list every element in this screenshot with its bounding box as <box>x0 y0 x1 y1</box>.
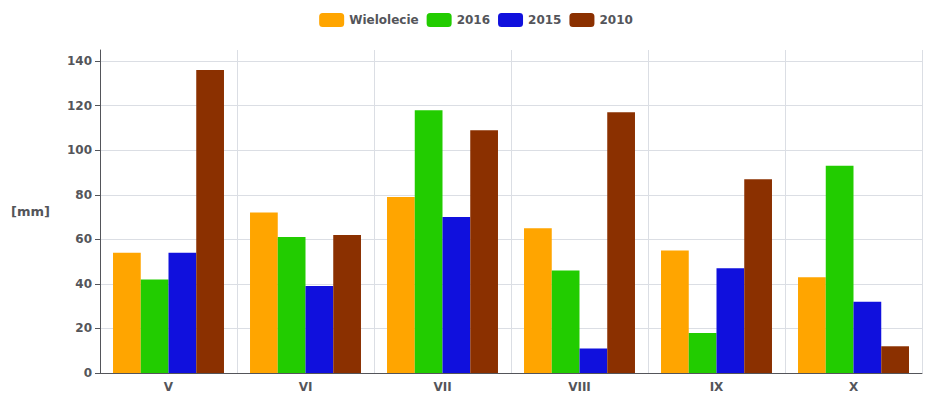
svg-text:140: 140 <box>67 54 92 68</box>
svg-text:2016: 2016 <box>457 13 490 27</box>
svg-text:60: 60 <box>75 232 92 246</box>
svg-text:2010: 2010 <box>599 13 632 27</box>
svg-text:[mm]: [mm] <box>11 204 50 219</box>
svg-text:VI: VI <box>299 380 313 394</box>
svg-text:80: 80 <box>75 188 92 202</box>
svg-text:40: 40 <box>75 277 92 291</box>
svg-text:20: 20 <box>75 321 92 335</box>
svg-text:IX: IX <box>710 380 724 394</box>
svg-text:Wielolecie: Wielolecie <box>349 13 418 27</box>
svg-text:2015: 2015 <box>528 13 561 27</box>
svg-text:VIII: VIII <box>568 380 591 394</box>
svg-text:0: 0 <box>84 366 92 380</box>
svg-text:V: V <box>164 380 174 394</box>
svg-text:100: 100 <box>67 143 92 157</box>
svg-text:VII: VII <box>433 380 451 394</box>
svg-text:X: X <box>849 380 859 394</box>
svg-text:120: 120 <box>67 99 92 113</box>
